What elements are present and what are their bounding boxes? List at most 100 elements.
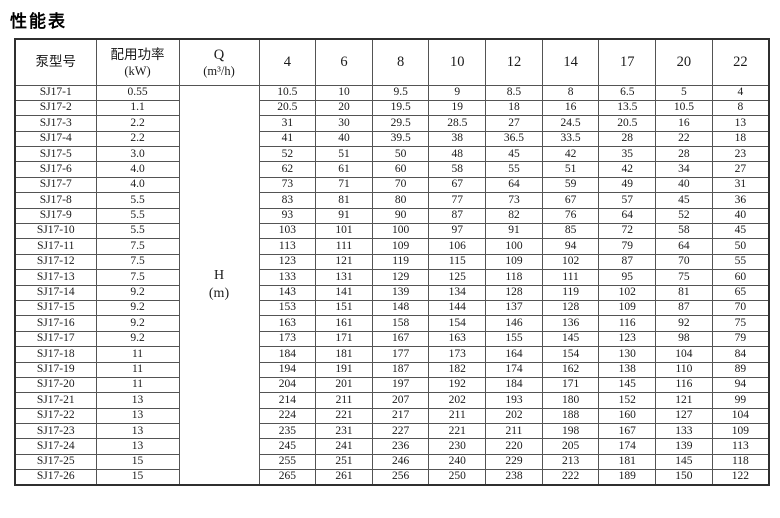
- head-value-cell: 118: [711, 453, 770, 471]
- pump-model-cell: SJ17-17: [14, 330, 97, 348]
- header-row: 泵型号 配用功率 (kW) Q (m³/h) 4 6 8 10 12 14 17…: [14, 38, 770, 86]
- header-flow-14: 14: [541, 38, 600, 86]
- head-value-cell: 167: [371, 330, 430, 348]
- head-value-cell: 94: [541, 238, 600, 255]
- head-value-cell: 180: [541, 392, 600, 409]
- head-value-cell: 148: [371, 299, 430, 317]
- head-value-cell: 70: [371, 176, 430, 194]
- head-value-cell: 40: [655, 176, 713, 194]
- head-value-cell: 5: [655, 84, 713, 101]
- rated-power-cell: 2.2: [95, 115, 180, 132]
- table-row: SJ17-13 7.5 133 131 129 125 118 111 95 7…: [14, 269, 770, 286]
- head-value-cell: 235: [258, 423, 317, 440]
- head-value-cell: 19: [428, 99, 487, 117]
- table-row: SJ17-7 4.0 73 71 70 67 64 59 49 40 31: [14, 176, 770, 194]
- head-value-cell: 116: [655, 376, 713, 394]
- head-value-cell: 113: [711, 438, 770, 455]
- head-value-cell: 59: [541, 176, 600, 194]
- rated-power-cell: 2.2: [95, 130, 180, 148]
- head-value-cell: 98: [655, 330, 713, 348]
- head-value-cell: 164: [485, 346, 543, 363]
- head-value-cell: 207: [371, 392, 430, 409]
- table-row: SJ17-2 1.1 20.5 20 19.5 19 18 16 13.5 10…: [14, 99, 770, 117]
- head-value-cell: 81: [315, 192, 373, 209]
- pump-model-cell: SJ17-15: [14, 299, 97, 317]
- head-value-cell: 60: [371, 161, 430, 178]
- page-title: 性能表: [10, 12, 67, 31]
- head-value-cell: 67: [428, 176, 487, 194]
- head-value-cell: 189: [598, 469, 657, 486]
- head-value-cell: 36.5: [485, 130, 543, 148]
- head-value-cell: 204: [258, 376, 317, 394]
- head-value-cell: 229: [485, 453, 543, 471]
- rated-power-cell: 1.1: [95, 99, 180, 117]
- rated-power-cell: 13: [95, 392, 180, 409]
- table-row: SJ17-22 13 224 221 217 211 202 188 160 1…: [14, 407, 770, 425]
- head-value-cell: 102: [541, 253, 600, 271]
- head-value-cell: 173: [258, 330, 317, 348]
- head-value-cell: 79: [598, 238, 657, 255]
- head-value-cell: 211: [315, 392, 373, 409]
- head-value-cell: 123: [258, 253, 317, 271]
- rated-power-cell: 3.0: [95, 146, 180, 163]
- pump-model-cell: SJ17-19: [14, 361, 97, 378]
- head-value-cell: 31: [711, 176, 770, 194]
- head-value-cell: 197: [371, 376, 430, 394]
- head-value-cell: 101: [315, 223, 373, 240]
- head-value-cell: 182: [428, 361, 487, 378]
- head-value-cell: 136: [541, 315, 600, 332]
- head-value-cell: 49: [598, 176, 657, 194]
- head-value-cell: 104: [711, 407, 770, 425]
- pump-model-cell: SJ17-12: [14, 253, 97, 271]
- rated-power-cell: 4.0: [95, 161, 180, 178]
- head-value-cell: 109: [371, 238, 430, 255]
- rated-power-cell: 5.5: [95, 192, 180, 209]
- head-value-cell: 76: [541, 207, 600, 225]
- head-value-cell: 10: [315, 84, 373, 101]
- head-value-cell: 173: [428, 346, 487, 363]
- head-value-cell: 9: [428, 84, 487, 101]
- rated-power-cell: 9.2: [95, 315, 180, 332]
- pump-model-cell: SJ17-14: [14, 284, 97, 301]
- table-row: SJ17-12 7.5 123 121 119 115 109 102 87 7…: [14, 253, 770, 271]
- head-value-cell: 20.5: [258, 99, 317, 117]
- rated-power-cell: 7.5: [95, 269, 180, 286]
- head-value-cell: 42: [541, 146, 600, 163]
- header-flow-q-symbol: Q: [213, 46, 225, 63]
- head-value-cell: 220: [485, 438, 543, 455]
- head-value-cell: 162: [541, 361, 600, 378]
- head-value-cell: 75: [655, 269, 713, 286]
- head-unit: (m): [208, 285, 230, 301]
- head-value-cell: 256: [371, 469, 430, 486]
- head-value-cell: 153: [258, 299, 317, 317]
- pump-model-cell: SJ17-16: [14, 315, 97, 332]
- head-value-cell: 202: [485, 407, 543, 425]
- table-row: SJ17-26 15 265 261 256 250 238 222 189 1…: [14, 469, 770, 486]
- pump-model-cell: SJ17-22: [14, 407, 97, 425]
- rated-power-cell: 5.5: [95, 207, 180, 225]
- pump-model-cell: SJ17-1: [14, 84, 97, 101]
- rated-power-cell: 15: [95, 453, 180, 471]
- head-value-cell: 22: [655, 130, 713, 148]
- head-value-cell: 130: [598, 346, 657, 363]
- head-value-cell: 36: [711, 192, 770, 209]
- head-value-cell: 145: [655, 453, 713, 471]
- head-value-cell: 145: [541, 330, 600, 348]
- head-value-cell: 4: [711, 84, 770, 101]
- header-flow-q: Q (m³/h): [178, 38, 260, 86]
- head-value-cell: 128: [541, 299, 600, 317]
- head-value-cell: 64: [598, 207, 657, 225]
- head-value-cell: 55: [711, 253, 770, 271]
- head-value-cell: 122: [711, 469, 770, 486]
- pump-model-cell: SJ17-8: [14, 192, 97, 209]
- pump-model-cell: SJ17-2: [14, 99, 97, 117]
- head-value-cell: 251: [315, 453, 373, 471]
- head-value-cell: 18: [485, 99, 543, 117]
- header-flow-20: 20: [655, 38, 713, 86]
- head-value-cell: 141: [315, 284, 373, 301]
- head-value-cell: 125: [428, 269, 487, 286]
- head-value-cell: 45: [711, 223, 770, 240]
- rated-power-cell: 7.5: [95, 253, 180, 271]
- table-row: SJ17-3 2.2 31 30 29.5 28.5 27 24.5 20.5 …: [14, 115, 770, 132]
- pump-model-cell: SJ17-18: [14, 346, 97, 363]
